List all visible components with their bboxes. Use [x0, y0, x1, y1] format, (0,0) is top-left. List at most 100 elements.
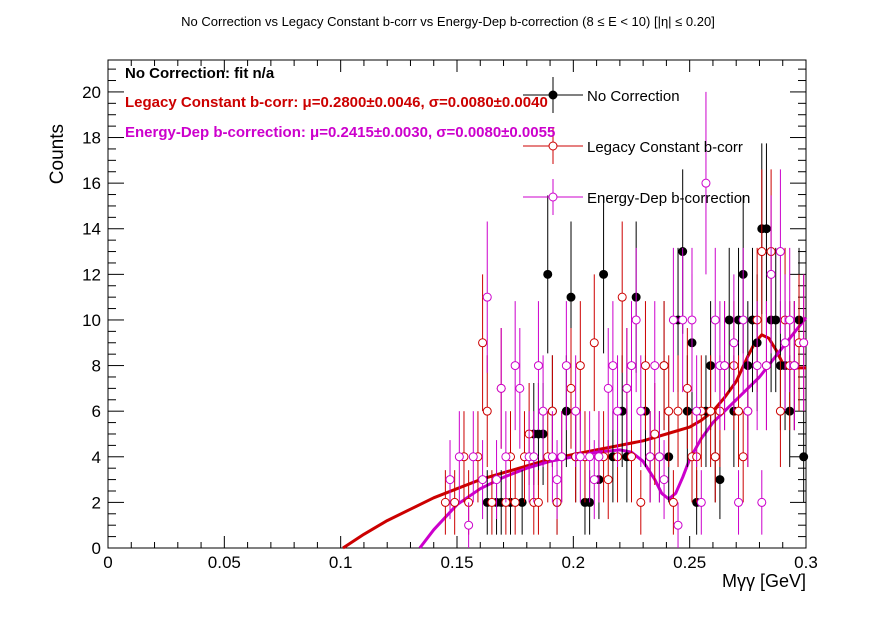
- chart-title: No Correction vs Legacy Constant b-corr …: [181, 14, 715, 29]
- data-point: [571, 406, 581, 416]
- data-point: [603, 383, 613, 393]
- y-tick-label: 6: [92, 402, 101, 421]
- data-point: [738, 452, 748, 462]
- data-point: [780, 338, 790, 348]
- y-tick-label: 14: [82, 220, 101, 239]
- data-point: [775, 406, 785, 416]
- legend-label: Legacy Constant b-corr: [587, 139, 743, 156]
- data-point: [645, 452, 655, 462]
- data-point: [715, 475, 725, 485]
- data-point: [440, 497, 450, 507]
- data-point: [738, 315, 748, 325]
- data-point: [761, 224, 771, 234]
- data-point: [445, 475, 455, 485]
- x-tick-label: 0.15: [440, 553, 473, 572]
- fit-stats-line: Energy-Dep b-correction: μ=0.2415±0.0030…: [125, 124, 556, 141]
- data-point: [510, 361, 520, 371]
- data-point: [608, 361, 618, 371]
- x-tick-label: 0.1: [329, 553, 353, 572]
- y-tick-label: 0: [92, 539, 101, 558]
- x-tick-label: 0.25: [673, 553, 706, 572]
- data-point: [659, 361, 669, 371]
- data-point: [566, 292, 576, 302]
- data-point: [673, 520, 683, 530]
- data-point: [547, 452, 557, 462]
- data-point: [627, 452, 636, 462]
- legend-marker: [548, 192, 558, 202]
- data-point: [720, 361, 730, 371]
- data-point: [510, 497, 520, 507]
- data-point: [594, 452, 604, 462]
- y-tick-label: 16: [82, 174, 101, 193]
- data-point: [724, 315, 734, 325]
- data-point: [487, 497, 497, 507]
- y-tick-label: 4: [92, 448, 101, 467]
- legend-marker: [548, 141, 558, 151]
- x-tick-label: 0.2: [562, 553, 586, 572]
- data-point: [482, 292, 492, 302]
- data-point: [492, 475, 502, 485]
- data-point: [589, 475, 599, 485]
- data-point: [664, 406, 674, 416]
- data-point: [478, 338, 488, 348]
- data-point: [799, 338, 809, 348]
- data-point: [673, 406, 683, 416]
- x-axis-label: Mγγ [GeV]: [722, 571, 806, 591]
- data-point: [734, 497, 744, 507]
- data-point: [650, 361, 660, 371]
- data-point: [761, 361, 771, 371]
- data-point: [743, 406, 753, 416]
- data-point: [752, 361, 762, 371]
- data-point: [766, 269, 776, 279]
- x-tick-label: 0.05: [208, 553, 241, 572]
- fit-stats-line: Legacy Constant b-corr: μ=0.2800±0.0046,…: [125, 94, 548, 111]
- data-point: [617, 292, 627, 302]
- data-point: [575, 361, 585, 371]
- y-tick-label: 8: [92, 357, 101, 376]
- data-point: [561, 361, 571, 371]
- data-point: [450, 497, 460, 507]
- data-point: [668, 497, 678, 507]
- y-tick-label: 10: [82, 311, 101, 330]
- data-point: [585, 452, 595, 462]
- data-point: [771, 315, 781, 325]
- data-point: [701, 178, 711, 188]
- data-point: [613, 406, 623, 416]
- data-point: [533, 361, 543, 371]
- y-tick-label: 20: [82, 83, 101, 102]
- data-point: [468, 452, 478, 462]
- data-point: [654, 452, 664, 462]
- data-point: [529, 452, 539, 462]
- data-point: [533, 497, 543, 507]
- data-point: [478, 475, 488, 485]
- data-point: [729, 338, 739, 348]
- data-point: [552, 475, 562, 485]
- data-point: [785, 315, 795, 325]
- data-point: [799, 452, 809, 462]
- legend-marker: [548, 90, 558, 100]
- data-point: [775, 247, 785, 257]
- fit-stats-line: No Correction: fit n/a: [125, 65, 275, 82]
- data-point: [464, 520, 474, 530]
- data-point: [454, 452, 464, 462]
- data-point: [599, 269, 609, 279]
- data-point: [636, 497, 646, 507]
- y-tick-label: 2: [92, 493, 101, 512]
- data-point: [501, 452, 511, 462]
- data-point: [650, 429, 660, 439]
- data-point: [757, 247, 767, 257]
- data-point: [631, 315, 641, 325]
- data-point: [706, 406, 716, 416]
- data-point: [515, 383, 525, 393]
- data-point: [603, 475, 613, 485]
- data-point: [710, 315, 720, 325]
- series-group: [445, 91, 809, 548]
- data-point: [557, 452, 567, 462]
- legend-label: No Correction: [587, 88, 680, 105]
- data-point: [682, 383, 692, 393]
- y-tick-label: 18: [82, 129, 101, 148]
- data-point: [678, 315, 688, 325]
- data-point: [566, 383, 576, 393]
- data-point: [692, 406, 702, 416]
